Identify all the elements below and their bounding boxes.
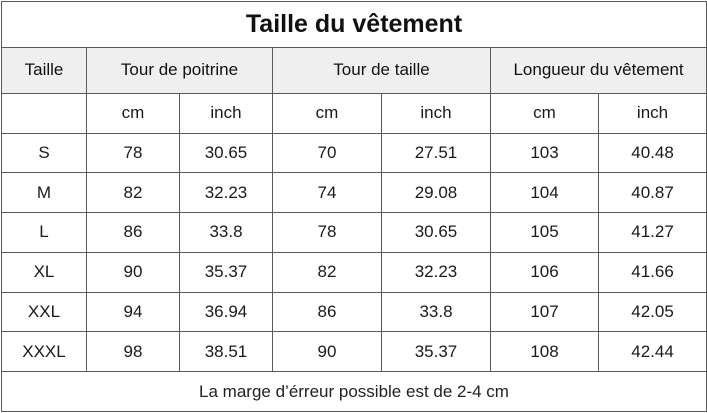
unit-chest-cm: cm [86, 92, 180, 134]
chest-cm-cell: 90 [86, 251, 180, 293]
size-cell: XXL [1, 291, 87, 333]
chest-cm-cell: 94 [86, 291, 180, 333]
table-row: XL 90 35.37 82 32.23 106 41.66 [1, 251, 707, 293]
chest-inch-cell: 33.8 [179, 212, 273, 253]
chest-inch-cell: 32.23 [179, 172, 273, 214]
table-row: S 78 30.65 70 27.51 103 40.48 [1, 132, 707, 174]
length-cm-cell: 108 [490, 331, 599, 373]
header-waist: Tour de taille [272, 46, 491, 94]
chest-inch-cell: 30.65 [179, 132, 273, 174]
length-cm-cell: 106 [490, 251, 599, 293]
size-cell: L [1, 212, 87, 253]
unit-length-inch: inch [597, 92, 707, 134]
waist-inch-cell: 29.08 [381, 172, 491, 214]
chest-inch-cell: 38.51 [179, 331, 273, 373]
length-cm-cell: 104 [490, 172, 599, 214]
length-cm-cell: 103 [490, 132, 599, 174]
size-cell: M [1, 172, 87, 214]
header-size: Taille [1, 46, 87, 94]
chest-inch-cell: 36.94 [179, 291, 273, 333]
waist-inch-cell: 32.23 [381, 251, 491, 293]
table-title: Taille du vêtement [0, 1, 707, 48]
unit-empty-cell [1, 92, 87, 134]
waist-cm-cell: 90 [272, 331, 382, 373]
waist-cm-cell: 70 [272, 132, 382, 174]
waist-cm-cell: 86 [272, 291, 382, 333]
unit-row: cm inch cm inch cm inch [1, 92, 707, 134]
waist-cm-cell: 82 [272, 251, 382, 293]
waist-inch-cell: 35.37 [381, 331, 491, 373]
chest-cm-cell: 86 [86, 212, 180, 253]
table-row: M 82 32.23 74 29.08 104 40.87 [1, 172, 707, 214]
waist-inch-cell: 33.8 [381, 291, 491, 333]
unit-length-cm: cm [490, 92, 599, 134]
waist-cm-cell: 74 [272, 172, 382, 214]
header-chest: Tour de poitrine [86, 46, 273, 94]
error-margin-note: La marge d’érreur possible est de 2-4 cm [0, 371, 707, 412]
waist-cm-cell: 78 [272, 212, 382, 253]
chest-inch-cell: 35.37 [179, 251, 273, 293]
table-row: L 86 33.8 78 30.65 105 41.27 [1, 212, 707, 253]
size-cell: S [1, 132, 87, 174]
chest-cm-cell: 78 [86, 132, 180, 174]
size-cell: XXXL [1, 331, 87, 373]
length-inch-cell: 41.27 [597, 212, 707, 253]
size-cell: XL [1, 251, 87, 293]
header-length: Longueur du vêtement [489, 46, 707, 94]
length-cm-cell: 105 [490, 212, 599, 253]
unit-chest-inch: inch [179, 92, 273, 134]
length-cm-cell: 107 [490, 291, 599, 333]
header-row: Taille Tour de poitrine Tour de taille L… [1, 46, 707, 94]
chest-cm-cell: 82 [86, 172, 180, 214]
length-inch-cell: 40.48 [597, 132, 707, 174]
length-inch-cell: 42.44 [597, 331, 707, 373]
length-inch-cell: 41.66 [597, 251, 707, 293]
unit-waist-inch: inch [381, 92, 491, 134]
waist-inch-cell: 27.51 [381, 132, 491, 174]
table-row: XXL 94 36.94 86 33.8 107 42.05 [1, 291, 707, 333]
waist-inch-cell: 30.65 [381, 212, 491, 253]
table-row: XXXL 98 38.51 90 35.37 108 42.44 [1, 331, 707, 373]
chest-cm-cell: 98 [86, 331, 180, 373]
length-inch-cell: 40.87 [597, 172, 707, 214]
length-inch-cell: 42.05 [597, 291, 707, 333]
unit-waist-cm: cm [272, 92, 382, 134]
